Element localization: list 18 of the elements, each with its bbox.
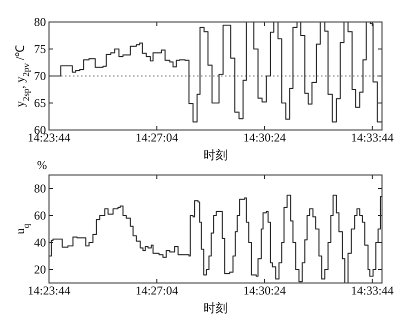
y-tick-label: 75 — [34, 42, 46, 56]
y-tick-label: 80 — [34, 181, 46, 196]
x-tick-label: 14:27:04 — [135, 284, 178, 298]
x-tick-label: 14:33:44 — [351, 284, 394, 298]
y-tick-label: 60 — [34, 208, 46, 222]
x-tick-label: 14:30:24 — [243, 284, 286, 298]
y-tick-label: 20 — [34, 262, 46, 276]
x-axis-title: 时刻 — [204, 148, 228, 162]
x-tick-label: 14:27:04 — [135, 130, 178, 145]
y-tick-label: 70 — [34, 68, 46, 83]
y-tick-label: 40 — [34, 235, 46, 250]
y-tick-label: 65 — [34, 96, 46, 110]
x-tick-label: 14:23:44 — [28, 284, 70, 298]
text: % — [37, 158, 47, 172]
y-tick-label: 80 — [34, 14, 46, 29]
x-tick-label: 14:30:24 — [243, 130, 286, 145]
x-tick-label: 14:33:44 — [351, 130, 394, 145]
x-axis-title: 时刻 — [204, 301, 228, 315]
